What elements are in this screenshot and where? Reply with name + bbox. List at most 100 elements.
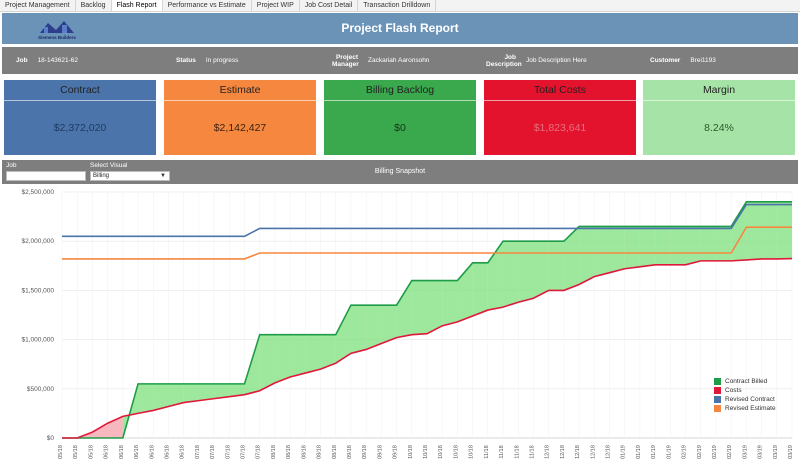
margin-fill-segment — [715, 226, 732, 261]
x-tick-label: 11/18 — [529, 445, 535, 458]
x-tick-label: 06/18 — [164, 445, 170, 459]
x-tick-label: 12/18 — [545, 445, 551, 459]
status-label: Status — [176, 57, 196, 64]
y-tick-label: $2,000,000 — [21, 238, 54, 245]
legend-swatch — [714, 396, 721, 403]
kpi-value: 8.24% — [704, 122, 734, 134]
legend-item: Revised Contract — [714, 395, 776, 404]
margin-fill-segment — [381, 305, 397, 344]
page-title: Project Flash Report — [341, 21, 459, 35]
margin-fill-segment — [746, 201, 762, 260]
x-tick-label: 10/18 — [423, 445, 429, 459]
kpi-card-margin: Margin 8.24% — [643, 80, 795, 155]
chart-title: Billing Snapshot — [374, 168, 426, 175]
x-tick-label: 09/18 — [347, 445, 353, 459]
y-tick-label: $0 — [47, 435, 55, 442]
x-tick-label: 11/18 — [484, 445, 490, 458]
x-tick-label: 06/18 — [104, 445, 110, 459]
x-tick-label: 07/18 — [210, 445, 216, 459]
legend-label: Revised Contract — [725, 396, 775, 403]
x-tick-label: 08/18 — [301, 445, 307, 459]
x-tick-label: 02/19 — [697, 445, 703, 459]
x-tick-label: 08/18 — [286, 445, 292, 459]
x-tick-label: 06/18 — [149, 445, 155, 459]
margin-fill-segment — [259, 334, 275, 391]
margin-fill-segment — [396, 280, 412, 338]
select-visual-dropdown[interactable]: Billing ▼ — [90, 171, 170, 181]
x-tick-label: 01/19 — [636, 445, 642, 459]
x-tick-label: 01/19 — [651, 445, 657, 459]
legend-label: Revised Estimate — [725, 405, 776, 412]
job-description-value: Job Description Here — [526, 57, 587, 64]
kpi-value: $2,372,020 — [53, 122, 107, 134]
margin-fill-segment — [563, 226, 580, 291]
logo-text: Siemens Builders — [38, 35, 76, 40]
legend-item: Revised Estimate — [714, 404, 776, 413]
kpi-label: Billing Backlog — [324, 80, 476, 101]
x-tick-label: 05/18 — [88, 445, 94, 459]
x-tick-label: 07/18 — [256, 445, 262, 459]
x-tick-label: 02/19 — [682, 445, 688, 459]
legend-swatch — [714, 405, 721, 412]
kpi-label: Total Costs — [484, 80, 636, 101]
customer-label: Customer — [650, 57, 681, 64]
y-tick-label: $1,000,000 — [21, 337, 54, 344]
margin-fill-segment — [366, 305, 382, 350]
margin-fill-segment — [411, 280, 427, 335]
x-tick-label: 05/18 — [73, 445, 79, 459]
margin-fill-segment — [761, 201, 777, 259]
x-tick-label: 12/18 — [606, 445, 612, 459]
series-line-costs — [62, 257, 793, 439]
x-tick-label: 09/18 — [377, 445, 383, 459]
kpi-label: Contract — [4, 80, 156, 101]
x-tick-label: 07/18 — [195, 445, 201, 459]
kpi-card-total-costs: Total Costs $1,823,641 — [484, 80, 636, 155]
x-tick-label: 01/19 — [621, 445, 627, 459]
x-tick-label: 02/19 — [712, 445, 718, 459]
series-line-revised-estimate — [62, 226, 792, 260]
x-tick-label: 03/19 — [788, 445, 794, 459]
job-filter-label: Job — [6, 162, 17, 169]
x-tick-label: 05/18 — [58, 445, 64, 459]
tab-performance-vs-estimate[interactable]: Performance vs Estimate — [163, 0, 252, 11]
kpi-label: Margin — [643, 80, 795, 101]
chart-legend: Contract Billed Costs Revised Contract Revi… — [714, 377, 776, 413]
x-tick-label: 10/18 — [438, 445, 444, 459]
margin-fill-segment — [229, 383, 245, 397]
tab-project-wip[interactable]: Project WIP — [252, 0, 300, 11]
x-tick-label: 06/18 — [180, 445, 186, 459]
kpi-value: $2,142,427 — [213, 122, 267, 134]
status-value: In progress — [205, 57, 239, 64]
job-value: 18-143621-62 — [37, 57, 79, 64]
margin-fill-segment — [579, 226, 595, 285]
margin-fill-segment — [168, 383, 184, 407]
tab-bar: Project Management Backlog Flash Report Per… — [0, 0, 800, 12]
series-line-revised-contract — [62, 203, 792, 238]
tab-job-cost-detail[interactable]: Job Cost Detail — [300, 0, 359, 11]
x-tick-label: 07/18 — [225, 445, 231, 459]
x-tick-label: 11/18 — [499, 445, 505, 458]
margin-fill-segment — [183, 383, 199, 403]
margin-fill-segment — [198, 383, 215, 401]
chevron-down-icon: ▼ — [160, 173, 166, 179]
x-tick-label: 08/18 — [271, 445, 277, 459]
legend-swatch — [714, 378, 721, 385]
y-tick-label: $1,500,000 — [21, 287, 54, 294]
tab-project-management[interactable]: Project Management — [0, 0, 76, 11]
job-filter-input[interactable] — [6, 171, 86, 181]
margin-fill-segment — [335, 305, 351, 364]
report-header: Siemens Builders Project Flash Report — [2, 13, 798, 44]
margin-fill-segment — [548, 241, 564, 291]
kpi-card-estimate: Estimate $2,142,427 — [164, 80, 316, 155]
billing-snapshot-chart: $0 $500,000 $1,000,000 $1,500,000 $2,000,000… — [21, 189, 794, 459]
margin-fill-segment — [457, 262, 473, 322]
legend-item: Contract Billed — [714, 377, 776, 386]
margin-fill-segment — [427, 280, 443, 334]
tab-transaction-drilldown[interactable]: Transaction Drilldown — [358, 0, 437, 11]
margin-fill-segment — [320, 334, 336, 370]
select-visual-label: Select Visual — [90, 162, 128, 169]
tab-backlog[interactable]: Backlog — [76, 0, 112, 11]
customer-value: Brei1193 — [690, 57, 716, 64]
margin-fill-segment — [442, 280, 458, 326]
tab-flash-report[interactable]: Flash Report — [111, 0, 163, 11]
